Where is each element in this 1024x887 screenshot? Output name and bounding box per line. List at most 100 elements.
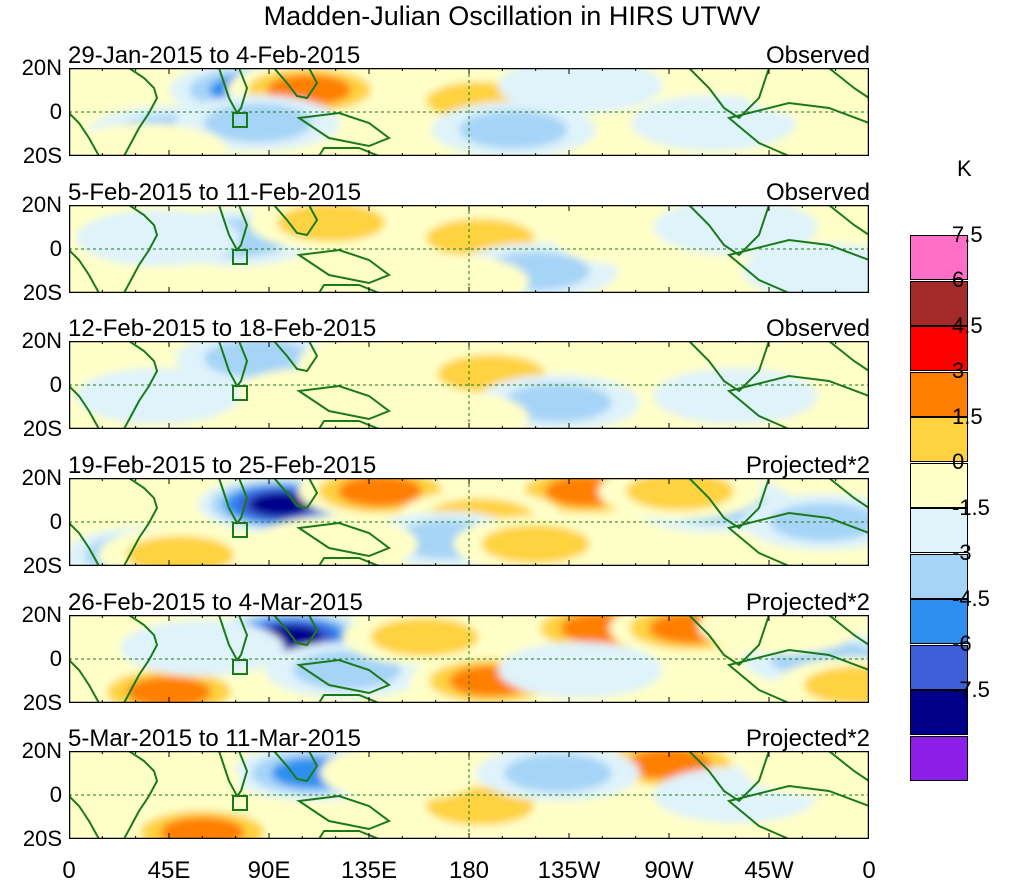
anomaly-blob bbox=[498, 642, 663, 698]
coastline bbox=[726, 784, 869, 839]
map-panel: 26-Feb-2015 to 4-Mar-2015 Projected*2 20N 0… bbox=[0, 590, 900, 714]
anomaly-blob bbox=[503, 753, 612, 793]
latitude-label: 20N bbox=[21, 192, 62, 217]
legend-level-label: 3 bbox=[952, 358, 965, 383]
legend-swatch bbox=[910, 735, 968, 781]
legend-swatch bbox=[910, 553, 968, 599]
latitude-label: 20N bbox=[21, 602, 62, 627]
coastline bbox=[296, 384, 392, 421]
anomaly-blob bbox=[364, 254, 529, 293]
latitude-label: 20N bbox=[21, 55, 62, 80]
anomaly-blob bbox=[126, 535, 235, 566]
longitude-label: 135W bbox=[537, 857, 601, 884]
coastline bbox=[317, 284, 380, 293]
coastline bbox=[687, 478, 771, 530]
anomaly-blob bbox=[459, 110, 568, 149]
map-panel: 5-Mar-2015 to 11-Mar-2015 Projected*2 20N 0… bbox=[0, 726, 900, 850]
legend-level-label: -7.5 bbox=[952, 676, 990, 702]
anomaly-map bbox=[69, 478, 869, 566]
anomaly-blob bbox=[742, 751, 869, 797]
panel-tag: Projected*2 bbox=[745, 589, 870, 616]
coastline bbox=[272, 751, 319, 783]
coastline bbox=[726, 374, 869, 429]
anomaly-blob bbox=[277, 205, 386, 242]
latitude-label: 20S bbox=[22, 416, 62, 441]
anomaly-blob bbox=[370, 617, 479, 657]
anomaly-blob bbox=[160, 817, 245, 839]
coastline bbox=[827, 615, 869, 647]
panel-date-range: 5-Feb-2015 to 11-Feb-2015 bbox=[68, 179, 362, 206]
reference-box bbox=[232, 522, 248, 538]
panel-date-range: 26-Feb-2015 to 4-Mar-2015 bbox=[68, 589, 363, 616]
coastline bbox=[217, 751, 249, 798]
coastline bbox=[827, 341, 869, 373]
coastline bbox=[317, 420, 380, 429]
legend-swatch bbox=[910, 462, 968, 508]
legend-level-label: 6 bbox=[952, 267, 965, 292]
map-panel: 5-Feb-2015 to 11-Feb-2015 Observed 20N 0 20S bbox=[0, 180, 900, 304]
longitude-label: 0 bbox=[62, 857, 76, 884]
coastline bbox=[726, 648, 869, 703]
coastline bbox=[296, 658, 392, 695]
reference-box bbox=[232, 795, 248, 811]
latitude-label: 20N bbox=[21, 465, 62, 490]
anomaly-blob bbox=[631, 95, 796, 151]
anomaly-blob bbox=[69, 123, 229, 156]
legend-level-label: 7.5 bbox=[952, 221, 983, 247]
anomaly-map bbox=[69, 205, 869, 293]
anomaly-blob bbox=[275, 800, 440, 839]
latitude-label: 0 bbox=[49, 99, 62, 124]
legend-level-label: 0 bbox=[952, 449, 965, 474]
anomaly-blob bbox=[503, 383, 612, 422]
coastline bbox=[69, 341, 159, 429]
panel-tag: Observed bbox=[765, 315, 870, 342]
anomaly-blob bbox=[120, 620, 285, 676]
anomaly-blob bbox=[481, 524, 590, 564]
latitude-label: 20S bbox=[22, 690, 62, 715]
legend-level-label: -4.5 bbox=[952, 585, 990, 611]
coastline bbox=[827, 205, 869, 237]
panel-tag: Projected*2 bbox=[745, 725, 870, 752]
anomaly-blob bbox=[75, 368, 240, 424]
coastline bbox=[687, 68, 771, 120]
latitude-label: 20N bbox=[21, 328, 62, 353]
anomaly-map bbox=[69, 751, 869, 839]
anomaly-blob bbox=[626, 478, 735, 511]
coastline bbox=[296, 248, 392, 285]
coastline bbox=[69, 205, 159, 293]
anomaly-blob bbox=[127, 676, 211, 703]
coastline bbox=[687, 341, 771, 393]
legend-swatch bbox=[910, 644, 968, 690]
coastline bbox=[296, 794, 392, 831]
legend-swatch bbox=[910, 235, 968, 280]
anomaly-blob bbox=[742, 243, 869, 293]
coastline bbox=[217, 615, 249, 662]
latitude-label: 0 bbox=[49, 509, 62, 534]
anomaly-map bbox=[69, 615, 869, 703]
legend-swatch bbox=[910, 599, 968, 644]
longitude-label: 135E bbox=[340, 857, 398, 884]
reference-box bbox=[232, 659, 248, 675]
anomaly-blob bbox=[338, 478, 423, 507]
legend-level-label: -6 bbox=[952, 631, 972, 656]
latitude-label: 0 bbox=[49, 782, 62, 807]
anomaly-blob bbox=[498, 68, 663, 114]
reference-box bbox=[232, 385, 248, 401]
latitude-label: 20S bbox=[22, 826, 62, 851]
coastline bbox=[69, 68, 159, 156]
map-panel: 12-Feb-2015 to 18-Feb-2015 Observed 20N 0 20… bbox=[0, 316, 900, 440]
coastline bbox=[272, 205, 319, 237]
anomaly-blob bbox=[426, 786, 535, 826]
latitude-label: 0 bbox=[49, 646, 62, 671]
coastline bbox=[69, 615, 159, 703]
legend-swatch bbox=[910, 508, 968, 553]
latitude-label: 20N bbox=[21, 738, 62, 763]
figure-title: Madden-Julian Oscillation in HIRS UTWV bbox=[263, 1, 761, 31]
coastline bbox=[317, 557, 380, 566]
longitude-label: 90W bbox=[644, 857, 694, 884]
coastline bbox=[827, 751, 869, 783]
legend-level-label: -1.5 bbox=[952, 494, 990, 520]
anomaly-blob bbox=[75, 751, 240, 806]
coastline bbox=[317, 830, 380, 839]
panel-date-range: 19-Feb-2015 to 25-Feb-2015 bbox=[68, 452, 377, 479]
